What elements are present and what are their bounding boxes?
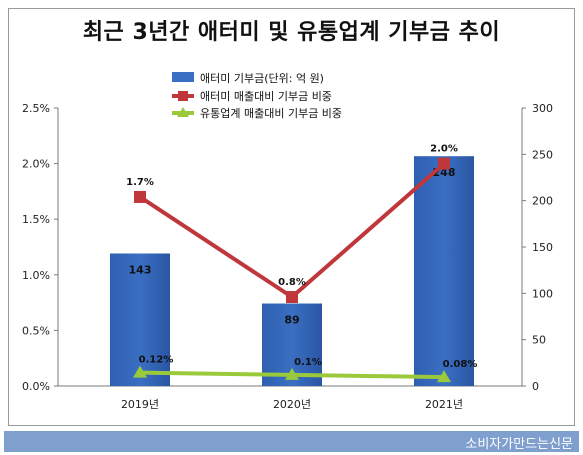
bar: [110, 253, 170, 386]
line-point-atomy-ratio: [286, 291, 298, 304]
y-left-tick-label: 0.5%: [22, 324, 50, 337]
y-right-tick-label: 200: [532, 195, 553, 208]
line-point-industry-ratio: [437, 370, 451, 383]
footer-source: 소비자가만드는신문: [465, 437, 573, 452]
bar-value-label: 89: [284, 314, 299, 327]
line-point-atomy-ratio: [438, 157, 450, 170]
x-tick-label: 2019년: [121, 398, 159, 411]
line-point-industry-ratio: [285, 367, 299, 380]
line-label-atomy-ratio: 2.0%: [430, 144, 458, 155]
y-right-tick-label: 300: [532, 102, 553, 115]
legend-marker-green: [177, 107, 189, 117]
y-left-tick-label: 1.0%: [22, 269, 50, 282]
line-label-industry-ratio: 0.08%: [443, 359, 478, 370]
line-point-atomy-ratio: [134, 190, 146, 203]
legend-label-red: 애터미 매출대비 기부금 비중: [200, 90, 332, 103]
legend-label-bar: 애터미 기부금(단위: 억 원): [200, 72, 324, 85]
legend-marker-red: [178, 91, 188, 101]
line-label-atomy-ratio: 1.7%: [126, 177, 154, 188]
line-label-industry-ratio: 0.1%: [294, 357, 322, 368]
footer-bar: 소비자가만드는신문: [4, 431, 579, 452]
line-label-industry-ratio: 0.12%: [139, 355, 174, 366]
legend-label-green: 유통업계 매출대비 기부금 비중: [200, 107, 342, 120]
legend-swatch-bar: [172, 72, 194, 82]
y-left-tick-label: 1.5%: [22, 213, 50, 226]
line-point-industry-ratio: [133, 365, 147, 378]
y-right-tick-label: 0: [532, 380, 539, 393]
chart: 0.0% 0.5% 1.0% 1.5% 2.0% 2.5% 0 50 100 150 200 250 3…: [22, 72, 553, 411]
y-right-tick-label: 250: [532, 148, 553, 161]
y-right-tick-label: 50: [532, 334, 546, 347]
y-right-tick-label: 100: [532, 287, 553, 300]
y-right-tick-label: 150: [532, 241, 553, 254]
bar: [414, 156, 474, 386]
y-left-tick-label: 2.0%: [22, 158, 50, 171]
x-tick-label: 2020년: [273, 398, 311, 411]
line-label-atomy-ratio: 0.8%: [278, 277, 306, 288]
y-left-tick-label: 2.5%: [22, 102, 50, 115]
y-left-tick-label: 0.0%: [22, 380, 50, 393]
x-tick-label: 2021년: [425, 398, 463, 411]
chart-title: 최근 3년간 애터미 및 유통업계 기부금 추이: [82, 20, 501, 45]
bar-value-label: 143: [129, 263, 152, 276]
